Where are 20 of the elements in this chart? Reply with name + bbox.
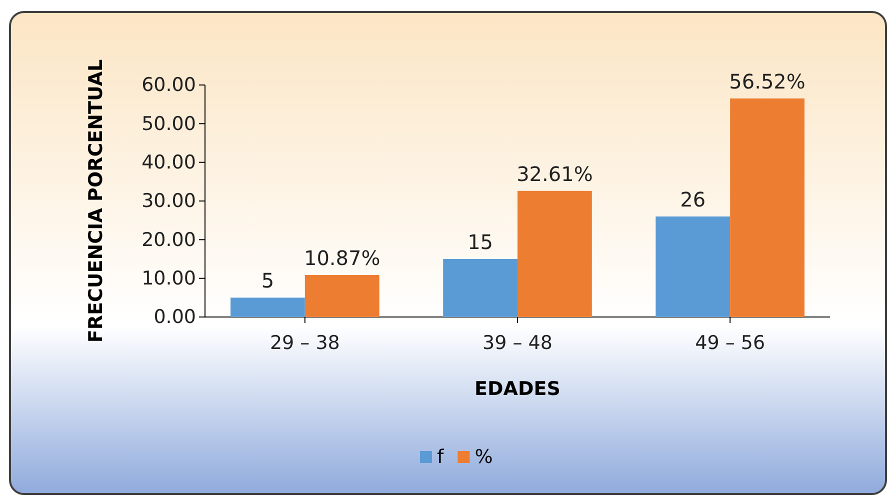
y-tick-label: 20.00 [142,228,196,251]
y-axis-title: FRECUENCIA PORCENTUAL [85,59,107,343]
y-tick-label: 40.00 [142,151,196,174]
y-tick-label: 10.00 [142,267,196,290]
data-label: 32.61% [516,162,593,186]
y-tick-label: 0.00 [154,306,196,328]
y-tick-label: 30.00 [142,190,196,212]
data-label: 5 [261,268,274,293]
y-tick-label: 60.00 [142,74,196,96]
y-tick-label: 50.00 [142,112,196,135]
x-axis-title: EDADES [474,378,560,400]
data-label: 26 [680,187,706,212]
data-label: 15 [468,230,494,254]
legend-label: f [437,446,445,468]
x-tick-label: 39 – 48 [482,332,552,354]
data-label: 56.52% [729,69,806,94]
legend-label: % [474,446,493,468]
x-tick-label: 29 – 38 [270,332,340,354]
data-label: 10.87% [304,246,380,270]
x-tick-label: 49 – 56 [695,332,766,354]
